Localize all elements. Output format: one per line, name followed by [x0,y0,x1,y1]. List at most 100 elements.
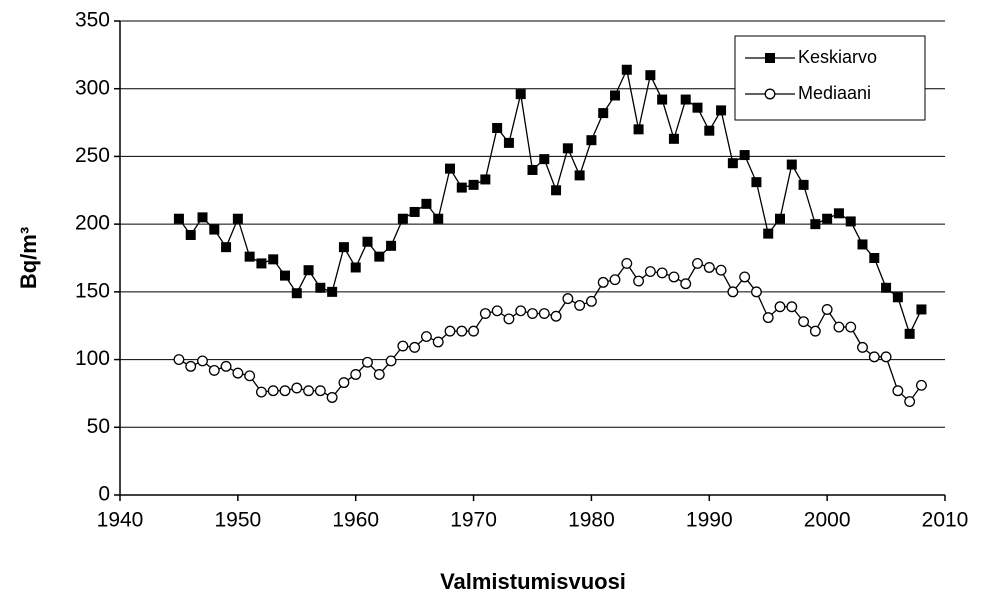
marker [374,251,385,262]
marker [762,312,774,324]
marker [244,370,256,382]
marker [185,360,197,372]
marker [386,240,397,251]
marker [456,325,468,337]
marker [586,135,597,146]
marker [610,90,620,101]
marker [362,236,373,247]
marker [715,264,727,276]
marker [268,254,279,265]
marker [822,213,833,224]
marker [327,286,338,297]
marker [385,355,397,367]
legend-box [734,35,926,121]
series-line [178,262,922,403]
marker [220,360,232,372]
marker [692,102,703,113]
x-tick-label: 2010 [922,509,969,532]
marker [208,364,220,376]
marker [598,108,609,119]
marker [397,213,408,224]
series-line [178,67,923,336]
marker [809,325,821,337]
marker [527,164,538,175]
marker [739,271,751,283]
marker [739,150,750,161]
y-tick-label: 100 [75,347,110,370]
marker [338,242,349,253]
x-tick-label: 1950 [214,509,261,532]
marker [845,216,856,227]
marker [209,224,220,235]
y-tick-label: 200 [75,212,110,235]
marker [314,385,326,397]
marker [291,382,303,394]
marker [515,305,527,317]
marker [904,396,916,408]
marker [833,208,844,219]
marker [881,282,892,293]
marker [798,316,810,328]
marker [445,163,455,174]
marker [716,105,727,116]
marker [185,229,196,240]
marker [350,369,362,380]
marker [633,124,644,135]
marker [315,282,326,293]
y-tick-label: 0 [98,483,110,506]
marker [350,262,361,273]
x-tick-label: 1960 [332,509,379,532]
y-tick-label: 300 [75,76,110,99]
marker [774,301,786,313]
marker [810,219,821,230]
x-tick-label: 1990 [686,509,733,532]
marker [244,251,255,262]
marker [609,274,621,286]
marker [221,242,232,253]
x-tick-label: 1970 [450,509,497,532]
marker [232,213,243,224]
marker [479,308,491,319]
marker [845,321,857,333]
marker [291,288,302,299]
marker [255,386,267,398]
marker [432,336,444,348]
marker [644,266,656,277]
marker [916,304,927,315]
marker [821,304,833,315]
marker [597,276,609,288]
marker [857,239,868,250]
marker [786,159,797,170]
marker [420,331,432,342]
marker [585,295,597,307]
marker [326,392,338,403]
marker [280,270,290,281]
marker [621,257,633,269]
marker [421,198,432,209]
y-axis-label: Bq/m³ [16,227,41,289]
marker [173,213,184,224]
marker [833,321,845,333]
y-tick-label: 150 [75,279,110,302]
marker [551,185,562,196]
marker [491,305,503,317]
marker [915,379,927,391]
marker [574,170,585,181]
marker [562,143,573,154]
marker [892,385,904,397]
marker [303,265,314,276]
marker [468,325,480,337]
marker [763,228,774,239]
marker [704,125,715,136]
marker [680,278,692,290]
marker [764,88,776,100]
marker [515,89,526,100]
marker [456,182,467,193]
marker [279,385,291,397]
marker [857,341,868,353]
marker [880,351,892,363]
marker [197,355,208,367]
y-tick-label: 50 [87,415,110,438]
marker [574,299,586,311]
marker [468,179,479,190]
